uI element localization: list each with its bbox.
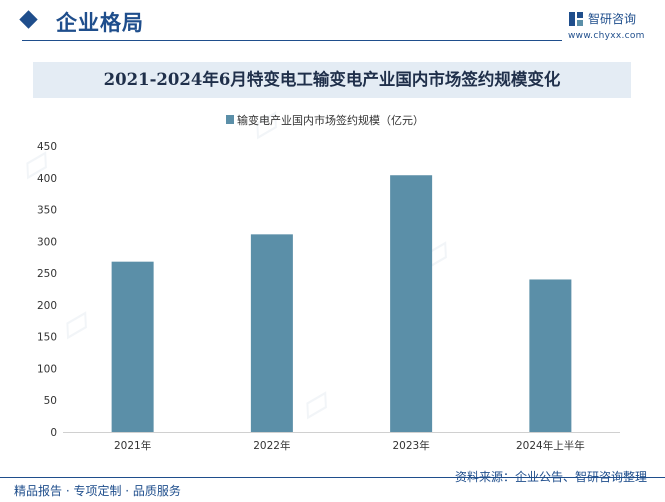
footer-source: 资料来源：企业公告、智研咨询整理 — [454, 470, 647, 484]
x-tick-label: 2021年 — [114, 439, 151, 452]
legend-swatch — [226, 115, 234, 124]
brand: 智研咨询 www.chyxx.com — [568, 9, 660, 45]
brand-name: 智研咨询 — [588, 12, 637, 26]
y-tick-label: 300 — [37, 236, 57, 248]
y-tick-label: 350 — [37, 205, 57, 217]
x-tick-label: 2022年 — [253, 439, 290, 452]
chart-title-banner: 2021-2024年6月特变电工输变电产业国内市场签约规模变化 — [33, 62, 631, 98]
footer-divider — [0, 477, 665, 478]
chart-title: 2021-2024年6月特变电工输变电产业国内市场签约规模变化 — [103, 70, 561, 89]
y-tick-label: 50 — [44, 395, 57, 407]
bar — [529, 279, 572, 432]
bar — [250, 234, 293, 432]
y-tick-label: 0 — [50, 427, 57, 439]
brand-url: www.chyxx.com — [568, 31, 645, 41]
footer-tagline: 精品报告 · 专项定制 · 品质服务 — [14, 484, 181, 498]
legend-label: 输变电产业国内市场签约规模（亿元） — [237, 114, 424, 127]
y-tick-label: 250 — [37, 268, 57, 280]
brand-logo-icon — [569, 12, 583, 26]
y-tick-label: 200 — [37, 300, 57, 312]
header: 企业格局 智研咨询 www.chyxx.com — [0, 0, 665, 44]
bar — [111, 261, 154, 432]
x-tick-label: 2023年 — [393, 439, 430, 452]
x-tick-label: 2024年上半年 — [516, 439, 585, 452]
bar — [390, 175, 433, 433]
y-tick-label: 400 — [37, 173, 57, 185]
y-tick-label: 450 — [37, 141, 57, 153]
y-tick-label: 150 — [37, 332, 57, 344]
y-tick-label: 100 — [37, 363, 57, 375]
section-title: 企业格局 — [56, 11, 144, 35]
header-divider — [22, 40, 562, 41]
